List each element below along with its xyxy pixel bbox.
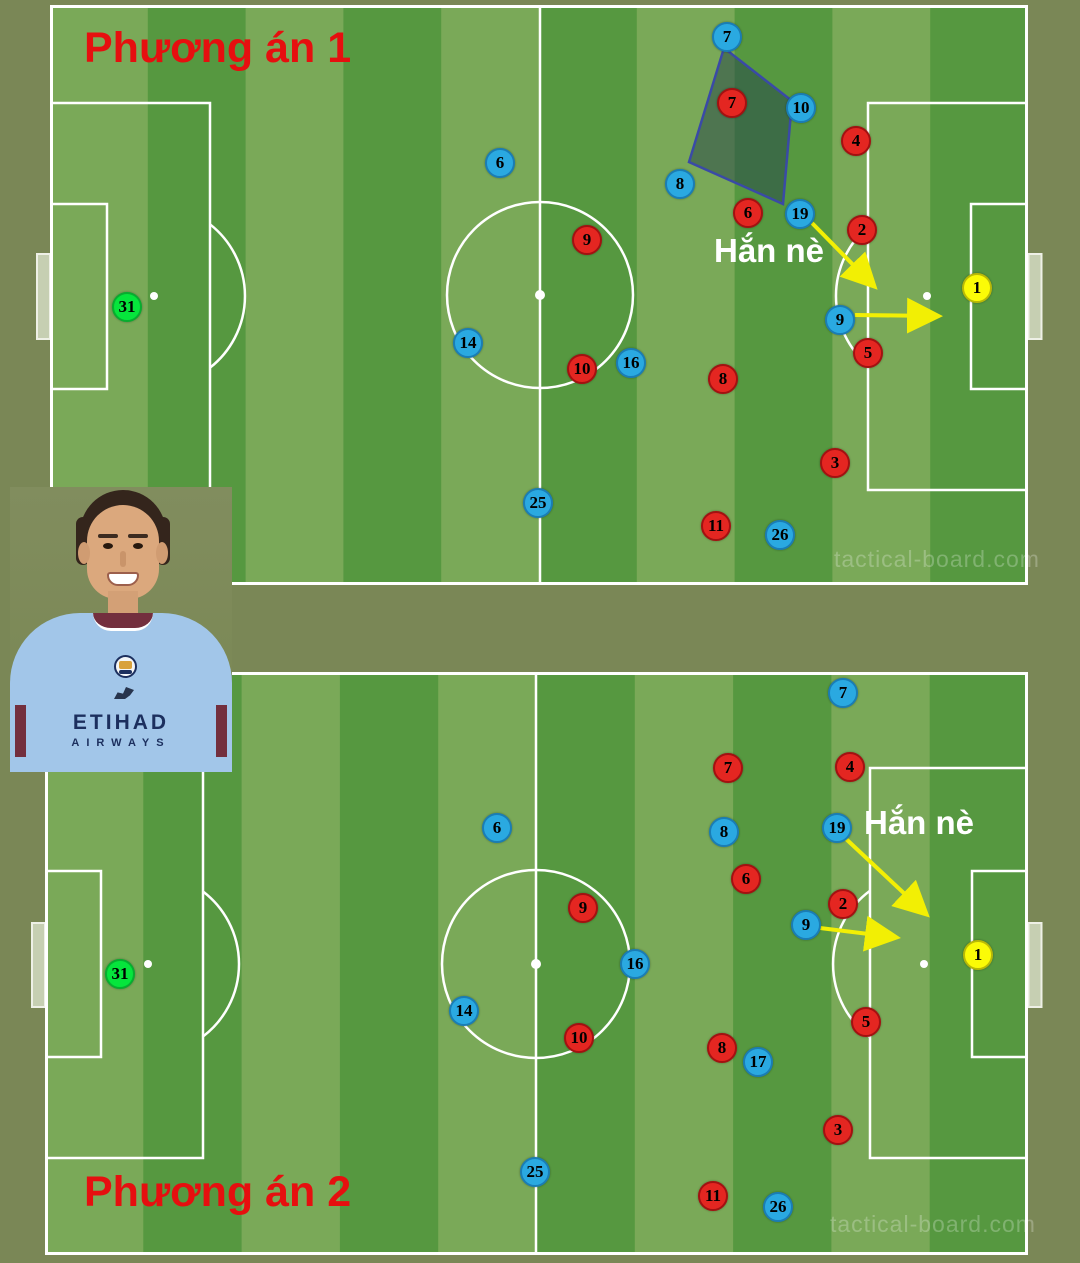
player-token-blue-9[interactable]: 9 (825, 305, 855, 335)
player-token-red-7[interactable]: 7 (717, 88, 747, 118)
player-token-blue-9[interactable]: 9 (791, 910, 821, 940)
player-token-blue-25[interactable]: 25 (520, 1157, 550, 1187)
player-token-red-11[interactable]: 11 (701, 511, 731, 541)
player-token-red-11[interactable]: 11 (698, 1181, 728, 1211)
player-token-red-4[interactable]: 4 (835, 752, 865, 782)
jersey-sponsor-line1: ETIHAD (72, 711, 170, 734)
player-token-red-2[interactable]: 2 (847, 215, 877, 245)
player-token-red-2[interactable]: 2 (828, 889, 858, 919)
player-token-blue-16[interactable]: 16 (616, 348, 646, 378)
player-token-blue-14[interactable]: 14 (449, 996, 479, 1026)
player-photo: ETIHAD AIRWAYS (10, 487, 232, 772)
player-token-blue-6[interactable]: 6 (482, 813, 512, 843)
player-token-red-8[interactable]: 8 (707, 1033, 737, 1063)
pitch-1-field (36, 5, 1043, 585)
player-token-blue-7[interactable]: 7 (712, 22, 742, 52)
jersey-sponsor-line2: AIRWAYS (71, 737, 171, 749)
goal-right-1 (1027, 253, 1043, 340)
player-token-red-9[interactable]: 9 (568, 893, 598, 923)
player-token-red-10[interactable]: 10 (567, 354, 597, 384)
player-token-blue-25[interactable]: 25 (523, 488, 553, 518)
player-token-blue-10[interactable]: 10 (786, 93, 816, 123)
player-token-blue-26[interactable]: 26 (763, 1192, 793, 1222)
player-token-blue-8[interactable]: 8 (709, 817, 739, 847)
player-token-blue-17[interactable]: 17 (743, 1047, 773, 1077)
player-token-green-31[interactable]: 31 (105, 959, 135, 989)
player-token-blue-19[interactable]: 19 (822, 813, 852, 843)
player-token-red-6[interactable]: 6 (731, 864, 761, 894)
player-token-blue-16[interactable]: 16 (620, 949, 650, 979)
player-token-green-31[interactable]: 31 (112, 292, 142, 322)
pitch-1-title: Phương án 1 (84, 24, 352, 72)
watermark-text: tactical-board.com (834, 546, 1040, 572)
pitch-1-callout: Hắn nè (714, 232, 825, 269)
player-token-red-4[interactable]: 4 (841, 126, 871, 156)
player-token-blue-6[interactable]: 6 (485, 148, 515, 178)
player-token-red-7[interactable]: 7 (713, 753, 743, 783)
player-token-red-3[interactable]: 3 (823, 1115, 853, 1145)
player-token-blue-14[interactable]: 14 (453, 328, 483, 358)
player-token-yellow-1[interactable]: 1 (963, 940, 993, 970)
player-token-red-5[interactable]: 5 (853, 338, 883, 368)
player-token-blue-7[interactable]: 7 (828, 678, 858, 708)
watermark-text: tactical-board.com (830, 1211, 1036, 1237)
pitch-2-title: Phương án 2 (84, 1168, 352, 1216)
player-token-red-3[interactable]: 3 (820, 448, 850, 478)
player-token-blue-26[interactable]: 26 (765, 520, 795, 550)
goal-right-2 (1027, 922, 1043, 1008)
player-token-red-6[interactable]: 6 (733, 198, 763, 228)
player-token-red-5[interactable]: 5 (851, 1007, 881, 1037)
pitch-2-callout: Hắn nè (864, 804, 975, 841)
player-token-red-8[interactable]: 8 (708, 364, 738, 394)
player-token-blue-8[interactable]: 8 (665, 169, 695, 199)
player-token-blue-19[interactable]: 19 (785, 199, 815, 229)
player-token-red-10[interactable]: 10 (564, 1023, 594, 1053)
mancity-jersey (10, 613, 232, 772)
player-token-yellow-1[interactable]: 1 (962, 273, 992, 303)
player-token-red-9[interactable]: 9 (572, 225, 602, 255)
